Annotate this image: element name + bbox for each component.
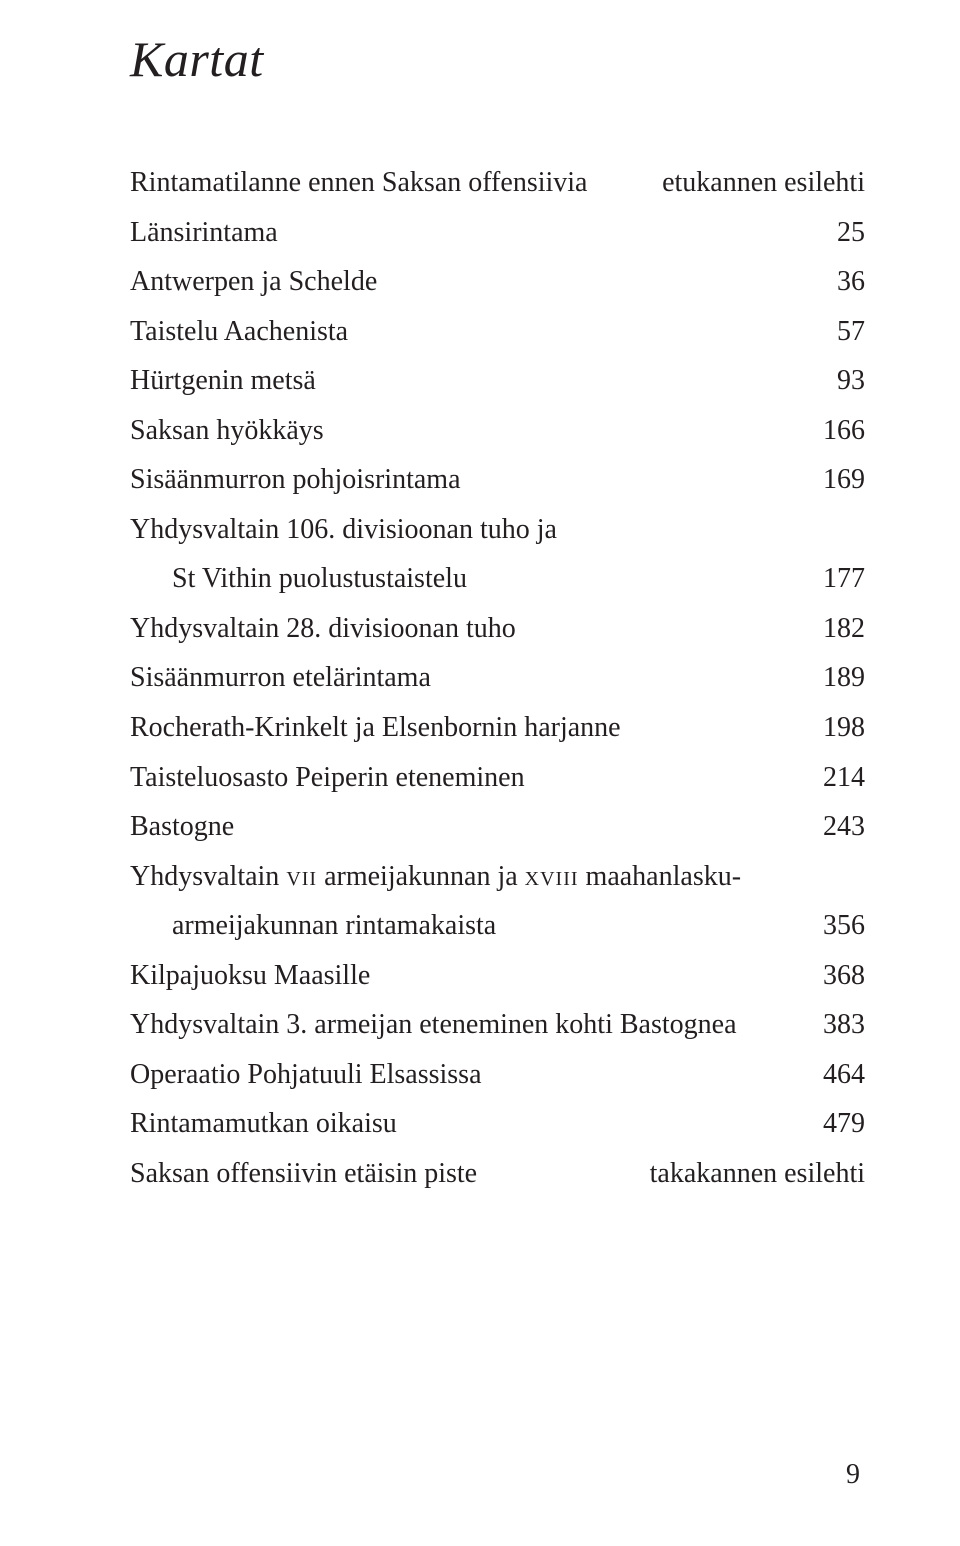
- toc-row: Sisäänmurron pohjoisrintama169: [130, 455, 865, 505]
- toc-row: armeijakunnan rintamakaista356: [130, 901, 865, 951]
- toc-label: Sisäänmurron etelärintama: [130, 653, 803, 703]
- toc-row: Sisäänmurron etelärintama189: [130, 653, 865, 703]
- toc-label: Yhdysvaltain vii armeijakunnan ja xviii …: [130, 852, 865, 902]
- toc-row: Hürtgenin metsä93: [130, 356, 865, 406]
- toc-page-value: 214: [803, 753, 865, 803]
- toc-page-value: 57: [817, 307, 865, 357]
- toc-label: Saksan hyökkäys: [130, 406, 803, 456]
- toc-label: St Vithin puolustustaistelu: [130, 554, 803, 604]
- toc-page-value: 166: [803, 406, 865, 456]
- toc-row: Taistelu Aachenista57: [130, 307, 865, 357]
- toc-page-value: 383: [803, 1000, 865, 1050]
- toc-label: Rintamamutkan oikaisu: [130, 1099, 803, 1149]
- toc-page-value: 93: [817, 356, 865, 406]
- toc-page-value: 169: [803, 455, 865, 505]
- toc-label: Hürtgenin metsä: [130, 356, 817, 406]
- toc-page-value: etukannen esilehti: [642, 158, 865, 208]
- toc-row: Rocherath-Krinkelt ja Elsenbornin harjan…: [130, 703, 865, 753]
- toc-row: St Vithin puolustustaistelu177: [130, 554, 865, 604]
- toc-page-value: 189: [803, 653, 865, 703]
- toc-label: Taistelu Aachenista: [130, 307, 817, 357]
- toc-page-value: 464: [803, 1050, 865, 1100]
- toc-row: Yhdysvaltain 3. armeijan eteneminen koht…: [130, 1000, 865, 1050]
- toc-row: Yhdysvaltain 28. divisioonan tuho182: [130, 604, 865, 654]
- toc-label: Operaatio Pohjatuuli Elsassissa: [130, 1050, 803, 1100]
- toc-label: Antwerpen ja Schelde: [130, 257, 817, 307]
- toc-row: Kilpajuoksu Maasille368: [130, 951, 865, 1001]
- toc-page-value: 177: [803, 554, 865, 604]
- toc-label: Sisäänmurron pohjoisrintama: [130, 455, 803, 505]
- toc-label: Yhdysvaltain 3. armeijan eteneminen koht…: [130, 1000, 803, 1050]
- toc-label: Rintamatilanne ennen Saksan offensiivia: [130, 158, 642, 208]
- toc-row: Saksan hyökkäys166: [130, 406, 865, 456]
- toc-row: Länsirintama25: [130, 208, 865, 258]
- toc-page-value: 356: [803, 901, 865, 951]
- toc-label: Bastogne: [130, 802, 803, 852]
- toc-label: armeijakunnan rintamakaista: [130, 901, 803, 951]
- toc-row: Operaatio Pohjatuuli Elsassissa464: [130, 1050, 865, 1100]
- toc-page-value: 36: [817, 257, 865, 307]
- page-number: 9: [846, 1459, 860, 1491]
- toc-label: Rocherath-Krinkelt ja Elsenbornin harjan…: [130, 703, 803, 753]
- toc-page-value: 479: [803, 1099, 865, 1149]
- toc-row: Taisteluosasto Peiperin eteneminen214: [130, 753, 865, 803]
- toc-label: Taisteluosasto Peiperin eteneminen: [130, 753, 803, 803]
- toc-row: Yhdysvaltain vii armeijakunnan ja xviii …: [130, 852, 865, 902]
- toc-label: Saksan offensiivin etäisin piste: [130, 1149, 630, 1199]
- page-title: Kartat: [130, 30, 865, 88]
- toc-page-value: 25: [817, 208, 865, 258]
- toc-label: Länsirintama: [130, 208, 817, 258]
- toc-page-value: 198: [803, 703, 865, 753]
- toc-row: Antwerpen ja Schelde36: [130, 257, 865, 307]
- toc-row: Saksan offensiivin etäisin pistetakakann…: [130, 1149, 865, 1199]
- table-of-contents: Rintamatilanne ennen Saksan offensiiviae…: [130, 158, 865, 1198]
- toc-label: Yhdysvaltain 106. divisioonan tuho ja: [130, 505, 865, 555]
- toc-label: Yhdysvaltain 28. divisioonan tuho: [130, 604, 803, 654]
- toc-page-value: 368: [803, 951, 865, 1001]
- toc-row: Yhdysvaltain 106. divisioonan tuho ja: [130, 505, 865, 555]
- toc-label: Kilpajuoksu Maasille: [130, 951, 803, 1001]
- toc-row: Bastogne243: [130, 802, 865, 852]
- toc-row: Rintamamutkan oikaisu479: [130, 1099, 865, 1149]
- toc-page-value: 243: [803, 802, 865, 852]
- toc-page-value: 182: [803, 604, 865, 654]
- toc-row: Rintamatilanne ennen Saksan offensiiviae…: [130, 158, 865, 208]
- toc-page-value: takakannen esilehti: [630, 1149, 865, 1199]
